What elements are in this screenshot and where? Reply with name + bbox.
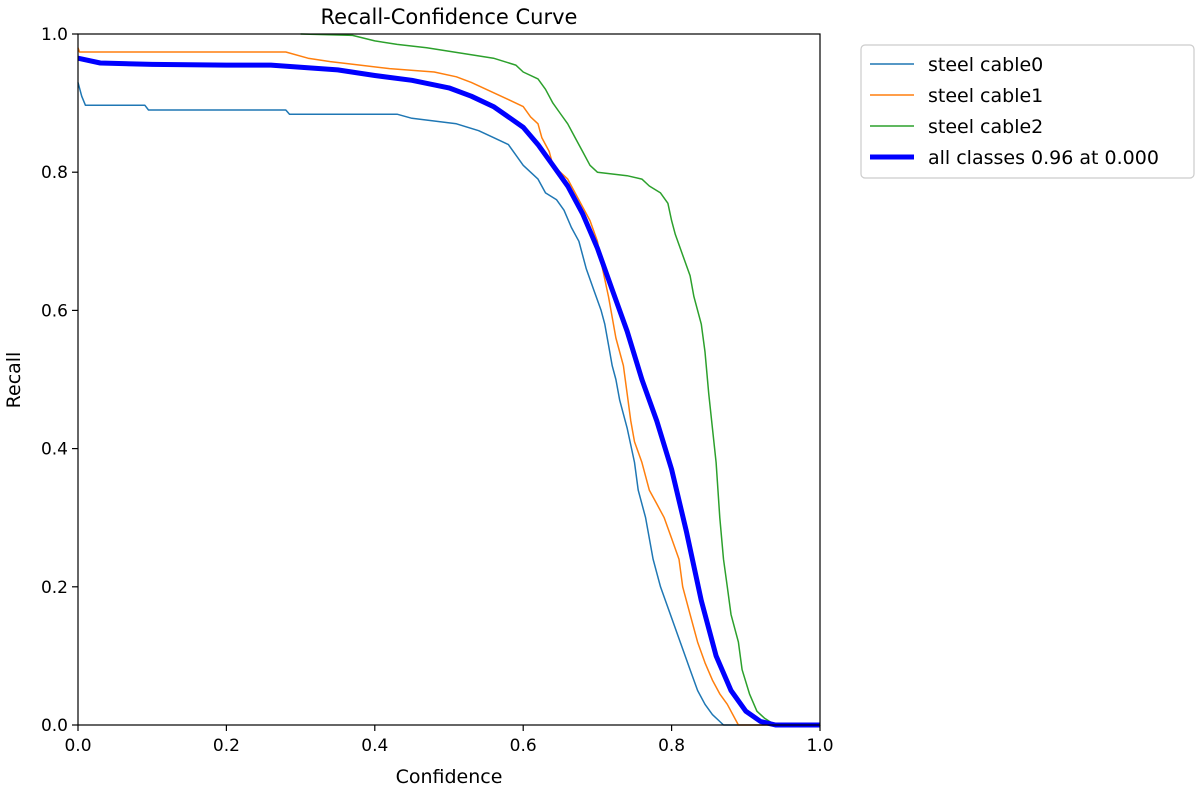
x-tick-label: 0.4 — [361, 736, 388, 756]
y-tick-label: 0.8 — [41, 163, 68, 183]
x-tick-label: 0.8 — [658, 736, 685, 756]
y-tick-label: 1.0 — [41, 25, 68, 45]
legend-label-0: steel cable0 — [928, 54, 1043, 76]
y-tick-label: 0.6 — [41, 301, 68, 321]
series-line-3 — [77, 55, 820, 728]
series-line-0 — [77, 82, 820, 726]
chart-title: Recall-Confidence Curve — [321, 5, 578, 29]
x-axis-label: Confidence — [396, 766, 503, 788]
legend-label-3: all classes 0.96 at 0.000 — [928, 147, 1159, 169]
y-tick-label: 0.0 — [41, 716, 68, 736]
y-axis: 0.0 0.2 0.4 0.6 0.8 1.0 — [41, 25, 78, 736]
x-axis: 0.0 0.2 0.4 0.6 0.8 1.0 — [64, 725, 834, 756]
x-tick-label: 0.0 — [64, 736, 91, 756]
x-tick-label: 0.2 — [213, 736, 240, 756]
x-tick-label: 1.0 — [806, 736, 833, 756]
legend: steel cable0 steel cable1 steel cable2 all … — [860, 44, 1195, 179]
plot-lines — [77, 33, 820, 728]
legend-box — [860, 44, 1195, 179]
x-tick-label: 0.6 — [510, 736, 537, 756]
y-tick-label: 0.2 — [41, 578, 68, 598]
legend-label-1: steel cable1 — [928, 85, 1043, 107]
y-tick-label: 0.4 — [41, 440, 68, 460]
legend-label-2: steel cable2 — [928, 116, 1043, 138]
plot-frame — [77, 33, 821, 726]
y-axis-label: Recall — [3, 352, 25, 409]
series-line-2 — [300, 33, 820, 726]
